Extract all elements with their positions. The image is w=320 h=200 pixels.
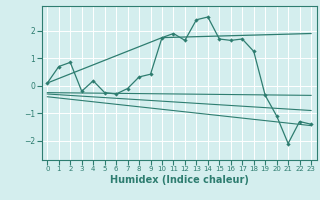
X-axis label: Humidex (Indice chaleur): Humidex (Indice chaleur) <box>110 175 249 185</box>
